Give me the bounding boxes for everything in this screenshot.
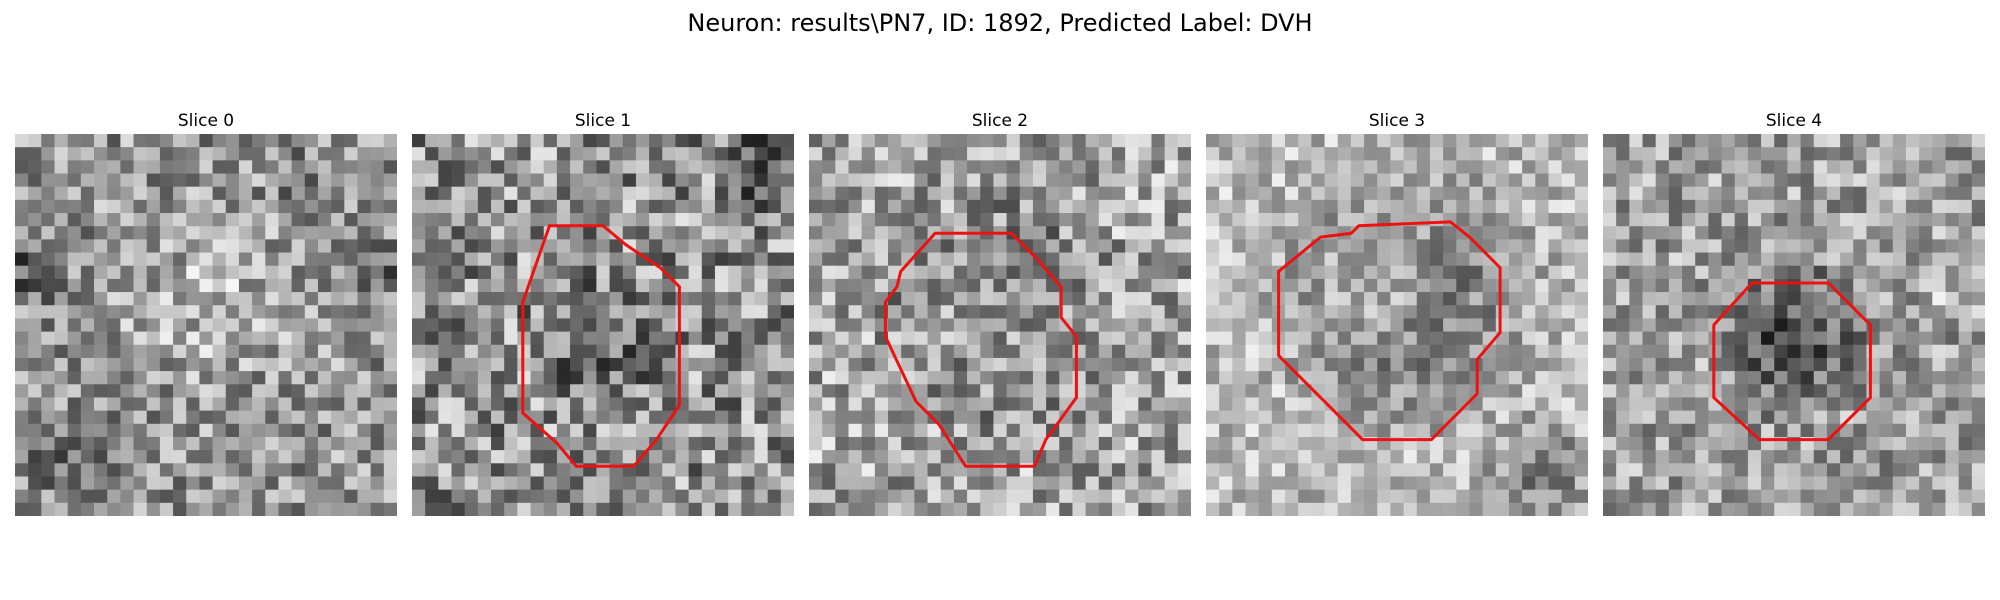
slice-panel-1: Slice 1 [412, 109, 794, 516]
slice-title: Slice 3 [1368, 111, 1426, 131]
slice-title: Slice 2 [971, 111, 1029, 131]
slice-image [1603, 134, 1985, 516]
slice-image [412, 134, 794, 516]
slice-title: Slice 1 [574, 111, 632, 131]
slice-panel-2: Slice 2 [809, 109, 1191, 516]
roi-contour [521, 224, 681, 468]
roi-contour [1712, 281, 1872, 442]
roi-contour [1277, 220, 1502, 442]
slice-panel-4: Slice 4 [1603, 109, 1985, 516]
roi-contour [883, 231, 1078, 468]
slice-panel-0: Slice 0 [15, 109, 397, 516]
slice-panel-3: Slice 3 [1206, 109, 1588, 516]
slice-image [1206, 134, 1588, 516]
slice-title: Slice 4 [1765, 111, 1823, 131]
figure-title: Neuron: results\PN7, ID: 1892, Predicted… [687, 9, 1313, 37]
slice-title: Slice 0 [177, 111, 235, 131]
slice-image [15, 134, 397, 516]
slice-image [809, 134, 1191, 516]
